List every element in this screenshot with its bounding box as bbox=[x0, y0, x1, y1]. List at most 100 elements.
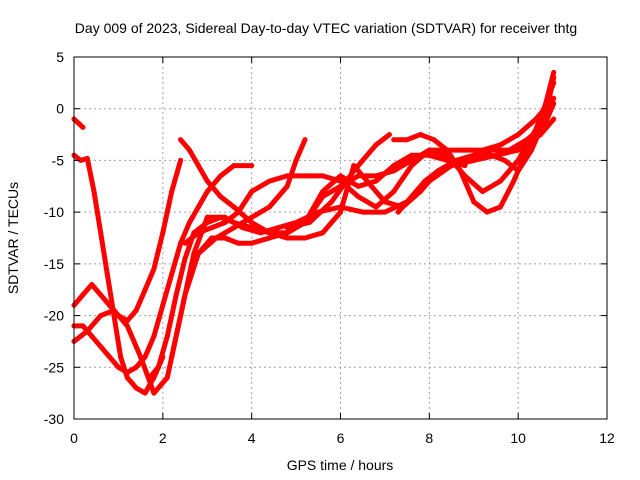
data-point bbox=[266, 235, 272, 241]
data-point bbox=[338, 173, 343, 179]
data-point bbox=[118, 354, 124, 360]
data-point bbox=[515, 168, 521, 174]
data-point bbox=[142, 354, 148, 360]
data-point bbox=[204, 214, 210, 220]
data-point bbox=[169, 189, 175, 194]
data-point bbox=[155, 364, 161, 370]
data-point bbox=[449, 163, 454, 169]
data-point bbox=[98, 344, 104, 350]
data-point bbox=[249, 240, 255, 246]
data-point bbox=[373, 204, 379, 210]
data-point bbox=[266, 204, 272, 210]
data-point bbox=[231, 220, 237, 225]
data-point bbox=[426, 147, 432, 153]
data-point bbox=[462, 163, 468, 169]
data-point bbox=[409, 152, 415, 158]
data-point bbox=[204, 178, 210, 184]
data-point bbox=[182, 240, 188, 246]
data-point bbox=[98, 292, 104, 298]
data-point bbox=[169, 271, 175, 277]
data-point bbox=[218, 194, 224, 200]
data-point bbox=[104, 271, 110, 277]
data-point bbox=[511, 178, 517, 184]
data-point bbox=[164, 333, 170, 339]
data-point bbox=[91, 189, 97, 194]
data-point bbox=[391, 189, 397, 194]
data-point bbox=[133, 385, 139, 391]
data-point bbox=[306, 220, 312, 225]
data-point bbox=[551, 101, 557, 106]
data-point bbox=[355, 194, 361, 200]
gridlines bbox=[74, 57, 607, 419]
x-tick-label: 4 bbox=[248, 430, 256, 446]
data-point bbox=[506, 147, 512, 153]
data-point bbox=[373, 173, 379, 179]
y-axis-label: SDTVAR / TECUs bbox=[5, 182, 21, 294]
x-tick-label: 8 bbox=[425, 430, 433, 446]
y-tick-label: -10 bbox=[44, 204, 64, 220]
data-point bbox=[151, 266, 157, 272]
data-point bbox=[151, 333, 157, 339]
data-point bbox=[111, 307, 117, 313]
data-point bbox=[204, 220, 210, 225]
data-point bbox=[338, 178, 343, 184]
data-point bbox=[195, 163, 201, 169]
data-point bbox=[373, 178, 379, 184]
data-point bbox=[431, 137, 437, 143]
data-point bbox=[195, 230, 201, 236]
data-point bbox=[249, 189, 255, 194]
y-tick-label: -25 bbox=[44, 359, 64, 375]
data-point bbox=[124, 375, 130, 381]
data-point bbox=[160, 302, 166, 308]
x-axis-label: GPS time / hours bbox=[287, 457, 394, 473]
data-point bbox=[124, 323, 130, 329]
data-point bbox=[457, 168, 463, 174]
y-tick-label: -15 bbox=[44, 256, 64, 272]
data-point bbox=[409, 163, 415, 169]
series-group bbox=[71, 70, 557, 396]
data-point bbox=[484, 209, 490, 215]
data-point bbox=[529, 147, 534, 153]
data-point bbox=[355, 183, 361, 189]
data-point bbox=[249, 214, 255, 220]
series-line-4 bbox=[71, 163, 255, 375]
data-point bbox=[235, 240, 241, 246]
data-point bbox=[302, 137, 308, 143]
data-point bbox=[462, 157, 468, 163]
data-point bbox=[266, 230, 272, 236]
data-point bbox=[435, 168, 441, 174]
data-point bbox=[182, 256, 188, 262]
data-point bbox=[80, 323, 86, 329]
data-point bbox=[444, 147, 450, 153]
data-point bbox=[164, 375, 170, 381]
data-point bbox=[231, 225, 237, 231]
data-point bbox=[133, 307, 139, 313]
data-point bbox=[231, 163, 237, 169]
x-tick-label: 10 bbox=[510, 430, 526, 446]
y-tick-label: 0 bbox=[56, 101, 64, 117]
data-point bbox=[160, 230, 166, 236]
data-point bbox=[169, 354, 175, 360]
data-point bbox=[107, 354, 112, 360]
data-point bbox=[84, 155, 90, 161]
data-point bbox=[213, 235, 219, 241]
data-point bbox=[293, 157, 299, 163]
data-point bbox=[462, 147, 468, 153]
data-point bbox=[475, 152, 481, 158]
data-point bbox=[391, 163, 397, 169]
data-point bbox=[89, 282, 95, 287]
data-point bbox=[284, 230, 290, 236]
data-point bbox=[195, 204, 201, 210]
data-point bbox=[391, 137, 397, 143]
series-line-11 bbox=[284, 132, 392, 231]
data-point bbox=[182, 292, 188, 298]
data-point bbox=[497, 178, 503, 184]
data-point bbox=[338, 209, 343, 215]
data-point bbox=[551, 75, 557, 81]
data-point bbox=[404, 137, 410, 143]
data-point bbox=[284, 235, 290, 241]
data-point bbox=[178, 240, 184, 246]
data-point bbox=[107, 302, 112, 308]
data-point bbox=[489, 147, 494, 153]
data-point bbox=[84, 328, 90, 334]
